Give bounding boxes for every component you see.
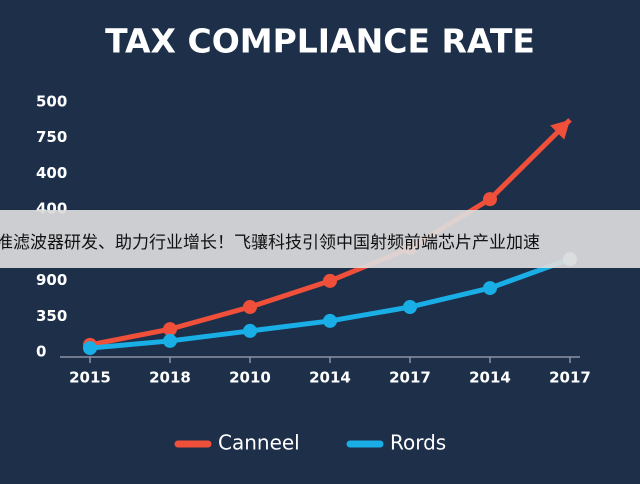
point [243,323,257,338]
y-tick-label: 0 [36,343,46,361]
x-tick-label: 2018 [149,369,191,387]
y-tick-label: 750 [36,128,67,146]
point [243,300,257,314]
x-tick-label: 2015 [69,369,111,387]
point [83,341,97,356]
point [163,322,177,337]
legend-label: Canneel [218,431,300,455]
banner-text: 准滤波器研发、助力行业增长！飞骧科技引领中国射频前端芯片产业加速 [0,233,540,253]
x-tick-label: 2017 [389,369,431,387]
x-tick-label: 2014 [309,369,351,387]
y-tick-label: 400 [36,164,67,182]
y-tick-label: 350 [36,307,67,325]
point [403,300,417,314]
x-tick-label: 2014 [469,369,511,387]
point [483,192,497,207]
point [323,273,337,288]
y-tick-label: 500 [36,93,67,111]
point [323,313,337,328]
point [483,281,497,296]
point [163,333,177,348]
chart-title: TAX COMPLIANCE RATE [105,22,535,61]
x-tick-label: 2017 [549,369,591,387]
y-tick-label: 900 [36,271,67,289]
banner: 准滤波器研发、助力行业增长！飞骧科技引领中国射频前端芯片产业加速 [0,210,640,268]
legend-label: Rords [390,431,446,455]
x-tick-label: 2010 [229,369,271,387]
arrow-head [550,119,570,140]
